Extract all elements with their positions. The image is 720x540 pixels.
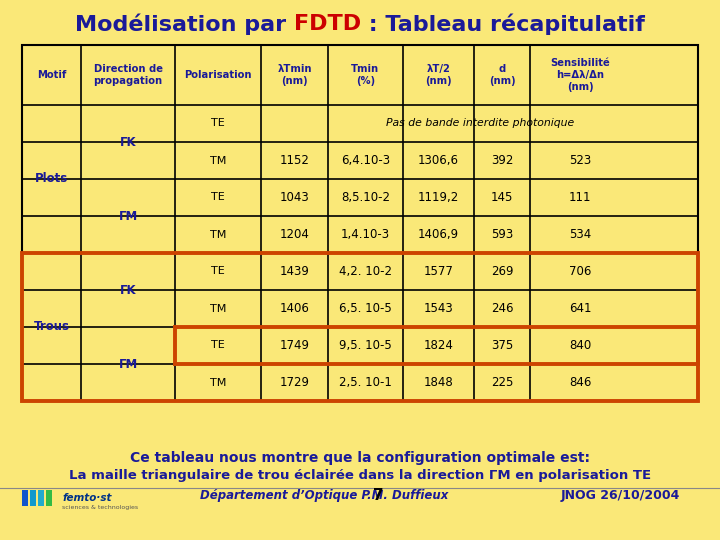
- Text: 6,4.10-3: 6,4.10-3: [341, 154, 390, 167]
- Text: 1439: 1439: [280, 265, 310, 278]
- Text: 1824: 1824: [423, 339, 454, 352]
- Text: 523: 523: [569, 154, 591, 167]
- Text: Motif: Motif: [37, 70, 66, 80]
- Bar: [22, 490, 28, 506]
- Text: 1306,6: 1306,6: [418, 154, 459, 167]
- Text: 9,5. 10-5: 9,5. 10-5: [339, 339, 392, 352]
- Text: TM: TM: [210, 303, 226, 314]
- Bar: [22, 45, 698, 401]
- Text: ΓK: ΓK: [120, 284, 137, 296]
- Text: 2,5. 10-1: 2,5. 10-1: [339, 376, 392, 389]
- Text: TM: TM: [210, 377, 226, 388]
- Bar: [46, 490, 52, 506]
- Text: 7: 7: [373, 489, 383, 503]
- Text: ΓM: ΓM: [119, 357, 138, 370]
- Text: Plots: Plots: [35, 172, 68, 186]
- Text: 1406,9: 1406,9: [418, 228, 459, 241]
- Text: Trous: Trous: [34, 321, 70, 334]
- Text: 375: 375: [491, 339, 513, 352]
- Text: 641: 641: [569, 302, 591, 315]
- Text: d
(nm): d (nm): [489, 64, 516, 86]
- Text: 534: 534: [569, 228, 591, 241]
- Text: sciences & technologies: sciences & technologies: [62, 504, 138, 510]
- Text: 8,5.10-2: 8,5.10-2: [341, 191, 390, 204]
- Text: Sensibilité
h=Δλ/Δn
(nm): Sensibilité h=Δλ/Δn (nm): [550, 58, 610, 92]
- Text: 1119,2: 1119,2: [418, 191, 459, 204]
- Text: TM: TM: [210, 156, 226, 165]
- Text: ΓK: ΓK: [120, 136, 137, 148]
- Text: Département d’Optique P.M. Duffieux: Département d’Optique P.M. Duffieux: [200, 489, 449, 503]
- Text: 145: 145: [491, 191, 513, 204]
- Text: Pas de bande interdite photonique: Pas de bande interdite photonique: [385, 118, 574, 129]
- Text: Tmin
(%): Tmin (%): [351, 64, 379, 86]
- Text: 840: 840: [569, 339, 591, 352]
- Text: 111: 111: [569, 191, 591, 204]
- Text: JNOG 26/10/2004: JNOG 26/10/2004: [561, 489, 680, 503]
- Text: TM: TM: [210, 230, 226, 240]
- Text: 225: 225: [491, 376, 513, 389]
- Text: λT/2
(nm): λT/2 (nm): [425, 64, 451, 86]
- Text: 706: 706: [569, 265, 591, 278]
- Text: La maille triangulaire de trou éclairée dans la direction ΓM en polarisation TE: La maille triangulaire de trou éclairée …: [69, 469, 651, 483]
- Text: 593: 593: [491, 228, 513, 241]
- Text: λTmin
(nm): λTmin (nm): [277, 64, 312, 86]
- Text: 1848: 1848: [423, 376, 454, 389]
- Text: Direction de
propagation: Direction de propagation: [94, 64, 163, 86]
- Text: TE: TE: [211, 118, 225, 129]
- Text: 1204: 1204: [280, 228, 310, 241]
- Text: 246: 246: [491, 302, 513, 315]
- Text: 392: 392: [491, 154, 513, 167]
- Text: : Tableau récapitulatif: : Tableau récapitulatif: [361, 14, 645, 35]
- Bar: [30, 490, 36, 506]
- Text: 1043: 1043: [280, 191, 310, 204]
- Text: 1577: 1577: [423, 265, 454, 278]
- Text: Modélisation par: Modélisation par: [75, 14, 294, 35]
- Text: FDTD: FDTD: [294, 14, 361, 34]
- Text: 1406: 1406: [280, 302, 310, 315]
- Text: TE: TE: [211, 192, 225, 202]
- Bar: [38, 490, 44, 506]
- Text: TE: TE: [211, 267, 225, 276]
- Text: 269: 269: [491, 265, 513, 278]
- Text: femto·st: femto·st: [62, 493, 112, 503]
- Bar: [22, 253, 698, 401]
- Text: 1152: 1152: [280, 154, 310, 167]
- Text: 4,2. 10-2: 4,2. 10-2: [339, 265, 392, 278]
- Bar: [175, 327, 698, 364]
- Text: 1543: 1543: [423, 302, 454, 315]
- Text: 1,4.10-3: 1,4.10-3: [341, 228, 390, 241]
- Text: Polarisation: Polarisation: [184, 70, 252, 80]
- Text: 6,5. 10-5: 6,5. 10-5: [339, 302, 392, 315]
- Text: 1729: 1729: [280, 376, 310, 389]
- Text: ΓM: ΓM: [119, 210, 138, 222]
- Text: TE: TE: [211, 341, 225, 350]
- Text: Ce tableau nous montre que la configuration optimale est:: Ce tableau nous montre que la configurat…: [130, 451, 590, 465]
- Text: 1749: 1749: [280, 339, 310, 352]
- Text: 846: 846: [569, 376, 591, 389]
